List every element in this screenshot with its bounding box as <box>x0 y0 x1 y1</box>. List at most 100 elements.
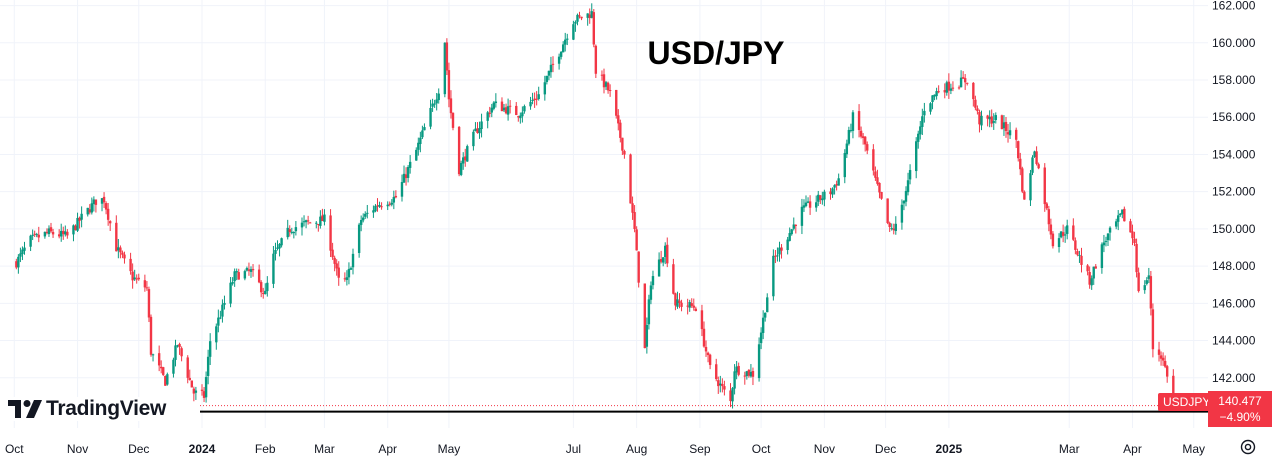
candle <box>574 20 577 32</box>
candle <box>790 228 793 236</box>
candle <box>808 195 812 215</box>
candle <box>49 222 53 233</box>
candle <box>247 262 251 276</box>
candle <box>480 113 483 138</box>
candle <box>1114 218 1118 230</box>
candle <box>443 42 447 98</box>
candle <box>757 337 761 382</box>
candle <box>976 105 979 115</box>
candle <box>702 321 706 348</box>
x-tick-label: Oct <box>752 442 771 456</box>
candle <box>937 85 940 94</box>
candle <box>329 209 332 257</box>
candle <box>543 75 547 101</box>
candle <box>221 299 224 323</box>
candle <box>259 280 263 298</box>
candle <box>223 295 226 310</box>
candle <box>723 380 726 396</box>
candle <box>759 327 763 350</box>
gear-icon[interactable] <box>1239 438 1257 456</box>
candle <box>606 81 610 94</box>
candle <box>292 231 296 239</box>
candle <box>445 38 449 76</box>
candle <box>1088 266 1091 289</box>
candle <box>692 298 695 311</box>
candle <box>1108 226 1112 241</box>
candle <box>366 204 369 219</box>
support-line <box>200 405 1208 413</box>
candle <box>1043 163 1046 212</box>
candle <box>92 196 96 212</box>
candle <box>647 294 651 330</box>
candle <box>188 369 191 381</box>
candle <box>906 172 910 196</box>
candle <box>478 121 481 139</box>
candle <box>72 224 75 242</box>
x-tick-label: Aug <box>626 442 647 456</box>
candle <box>792 217 795 231</box>
candle <box>1004 116 1008 138</box>
candle <box>572 20 575 41</box>
candle <box>457 126 461 177</box>
candle <box>408 155 412 174</box>
candle <box>904 186 908 207</box>
candle <box>464 148 467 167</box>
candle <box>359 215 363 232</box>
candle <box>957 85 961 90</box>
candle <box>1147 267 1151 284</box>
candle <box>308 221 312 224</box>
candle <box>835 180 838 191</box>
candle <box>164 375 167 386</box>
candle <box>749 364 753 378</box>
candle <box>172 357 175 378</box>
candle <box>817 190 820 206</box>
candle <box>151 353 155 362</box>
candle <box>680 299 683 312</box>
candle <box>780 244 783 259</box>
candle <box>849 123 853 133</box>
candle <box>21 246 24 261</box>
candle <box>764 312 767 322</box>
candle <box>266 276 269 297</box>
candle <box>231 277 234 286</box>
candle <box>588 8 591 24</box>
candle <box>549 56 553 78</box>
candle <box>1143 280 1146 294</box>
candle <box>121 250 124 259</box>
tradingview-logo: TradingView <box>8 397 171 421</box>
x-tick-label: Mar <box>1059 442 1080 456</box>
candle <box>494 93 498 108</box>
candle <box>1045 202 1048 211</box>
candle <box>504 103 508 115</box>
candle <box>921 108 924 135</box>
candle <box>1145 277 1148 286</box>
candle <box>249 266 253 278</box>
candle <box>304 219 308 229</box>
candle <box>1080 247 1083 273</box>
candle <box>657 252 661 277</box>
candle <box>29 234 32 252</box>
candle <box>492 101 496 111</box>
candle <box>715 358 718 382</box>
y-tick-label: 144.000 <box>1212 334 1256 348</box>
candle <box>321 208 324 222</box>
tradingview-wordmark: TradingView <box>46 397 167 420</box>
candle <box>190 380 194 388</box>
candle <box>102 192 106 208</box>
candle <box>1051 231 1055 249</box>
candle <box>1121 209 1124 219</box>
candle <box>629 153 632 204</box>
candle <box>417 137 420 156</box>
candle <box>200 384 204 396</box>
candle <box>580 16 583 21</box>
candle <box>1135 238 1138 278</box>
candle <box>319 210 322 229</box>
candle <box>66 229 69 239</box>
x-tick-label: Mar <box>314 442 335 456</box>
candle <box>217 309 220 333</box>
candle <box>851 110 855 139</box>
candle <box>890 223 893 231</box>
candle <box>537 86 540 101</box>
candle <box>80 206 83 228</box>
